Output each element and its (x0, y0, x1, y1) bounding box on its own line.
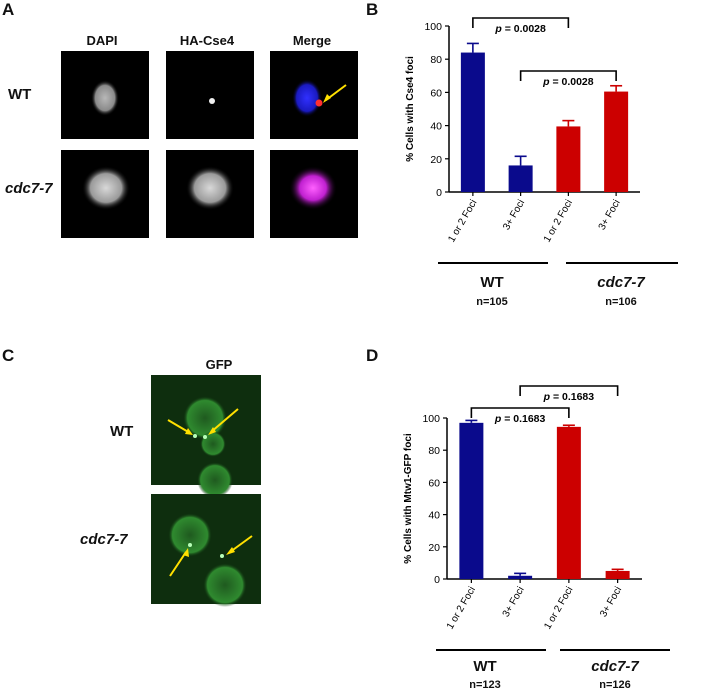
x-tick-label: 3+ Foci (501, 585, 527, 619)
y-tick-label: 100 (422, 413, 440, 425)
bar (508, 575, 533, 579)
row-label-wt: WT (8, 86, 32, 103)
arrow-icon (167, 419, 191, 434)
arrow-head-icon (183, 548, 189, 557)
panel-a-letter: A (2, 0, 15, 19)
significance-bracket (519, 385, 619, 396)
micrograph-wt-ha-cse4 (166, 51, 254, 139)
cell-shape (197, 462, 233, 498)
column-header-dapi: DAPI (86, 33, 118, 48)
group-label-cdc7-b: cdc7-7 (597, 274, 645, 291)
bar (508, 165, 533, 192)
column-header-ha-cse4: HA-Cse4 (179, 33, 235, 48)
y-axis-title: % Cells with Cse4 foci (405, 56, 416, 162)
y-axis-title: % Cells with Mtw1-GFP foci (403, 433, 414, 564)
cse4-focus-dot (209, 98, 215, 104)
arrow-icon (169, 551, 187, 577)
y-tick-label: 20 (428, 542, 440, 554)
x-tick-label: 1 or 2 Foci (542, 585, 575, 631)
bar (459, 422, 484, 579)
bar-chart-d: 0 20 40 60 80 100 % Cells with Mtw1-GFP foci 1 … (403, 385, 670, 651)
n-count-cdc7-b: n=106 (605, 296, 637, 308)
group-label-cdc7-d: cdc7-7 (591, 658, 639, 675)
x-tick-label: 1 or 2 Foci (445, 585, 478, 631)
x-tick-label: 3+ Foci (598, 585, 624, 619)
y-tick-label: 20 (430, 154, 442, 166)
column-header-merge: Merge (292, 33, 332, 48)
mtw1-focus-dot (188, 543, 192, 547)
bar (460, 52, 485, 193)
mtw1-focus-dot (193, 434, 197, 438)
arrow-icon (229, 535, 253, 553)
arrow-head-icon (185, 428, 193, 435)
mtw1-focus-dot (220, 554, 224, 558)
cell-shape (200, 431, 226, 457)
bar (604, 91, 629, 192)
arrow-head-icon (226, 547, 235, 555)
p-value-label: p = 0.1683 (494, 413, 546, 425)
panel-c-letter: C (2, 346, 15, 365)
y-tick-label: 0 (434, 574, 440, 586)
micrograph-grid-c (151, 375, 261, 607)
cse4-diffuse-signal (186, 166, 234, 210)
y-tick-label: 100 (424, 21, 442, 33)
y-tick-label: 40 (428, 510, 440, 522)
y-tick-label: 0 (436, 187, 442, 199)
x-tick-label: 1 or 2 Foci (446, 198, 479, 244)
x-tick-label: 3+ Foci (597, 198, 623, 232)
n-count-wt-d: n=123 (469, 679, 501, 691)
x-tick-label: 1 or 2 Foci (542, 198, 575, 244)
row-label-cdc7-7: cdc7-7 (5, 180, 53, 197)
panel-d-letter: D (366, 346, 379, 365)
significance-bracket (470, 407, 570, 418)
arrow-head-icon (208, 427, 216, 435)
y-tick-label: 80 (428, 445, 440, 457)
panel-b-letter: B (366, 0, 379, 19)
group-label-wt-d: WT (473, 658, 497, 675)
y-tick-label: 80 (430, 54, 442, 66)
cse4-focus-dot (315, 99, 323, 107)
column-header-gfp: GFP (205, 357, 233, 372)
row-label-wt-c: WT (110, 423, 134, 440)
significance-bracket (472, 17, 570, 28)
bar (605, 570, 630, 579)
bar-chart-b: 0 20 40 60 80 100 % Cells with Cse4 foci 1 or 2… (405, 17, 678, 264)
significance-bracket (519, 70, 617, 81)
x-tick-label: 3+ Foci (501, 198, 527, 232)
p-value-label: p = 0.0028 (494, 23, 546, 35)
bar (556, 126, 581, 192)
arrow-head-icon (323, 94, 331, 103)
group-label-wt-b: WT (480, 274, 504, 291)
arrow-icon (210, 408, 239, 433)
n-count-wt-b: n=105 (476, 296, 508, 308)
y-tick-label: 60 (430, 87, 442, 99)
micrograph-grid-a (61, 51, 358, 238)
p-value-label: p = 0.1683 (543, 391, 595, 403)
nucleus-shape (292, 79, 322, 117)
y-tick-label: 40 (430, 121, 442, 133)
n-count-cdc7-d: n=126 (599, 679, 631, 691)
p-value-label: p = 0.0028 (542, 76, 594, 88)
cell-shape (203, 563, 247, 607)
y-tick-label: 60 (428, 477, 440, 489)
merge-signal (289, 166, 337, 210)
mtw1-focus-dot (203, 435, 207, 439)
nucleus-shape (91, 80, 119, 116)
nucleus-shape (82, 166, 130, 210)
row-label-cdc7-7-c: cdc7-7 (80, 531, 128, 548)
bar (556, 426, 581, 579)
cell-shape (168, 513, 212, 557)
